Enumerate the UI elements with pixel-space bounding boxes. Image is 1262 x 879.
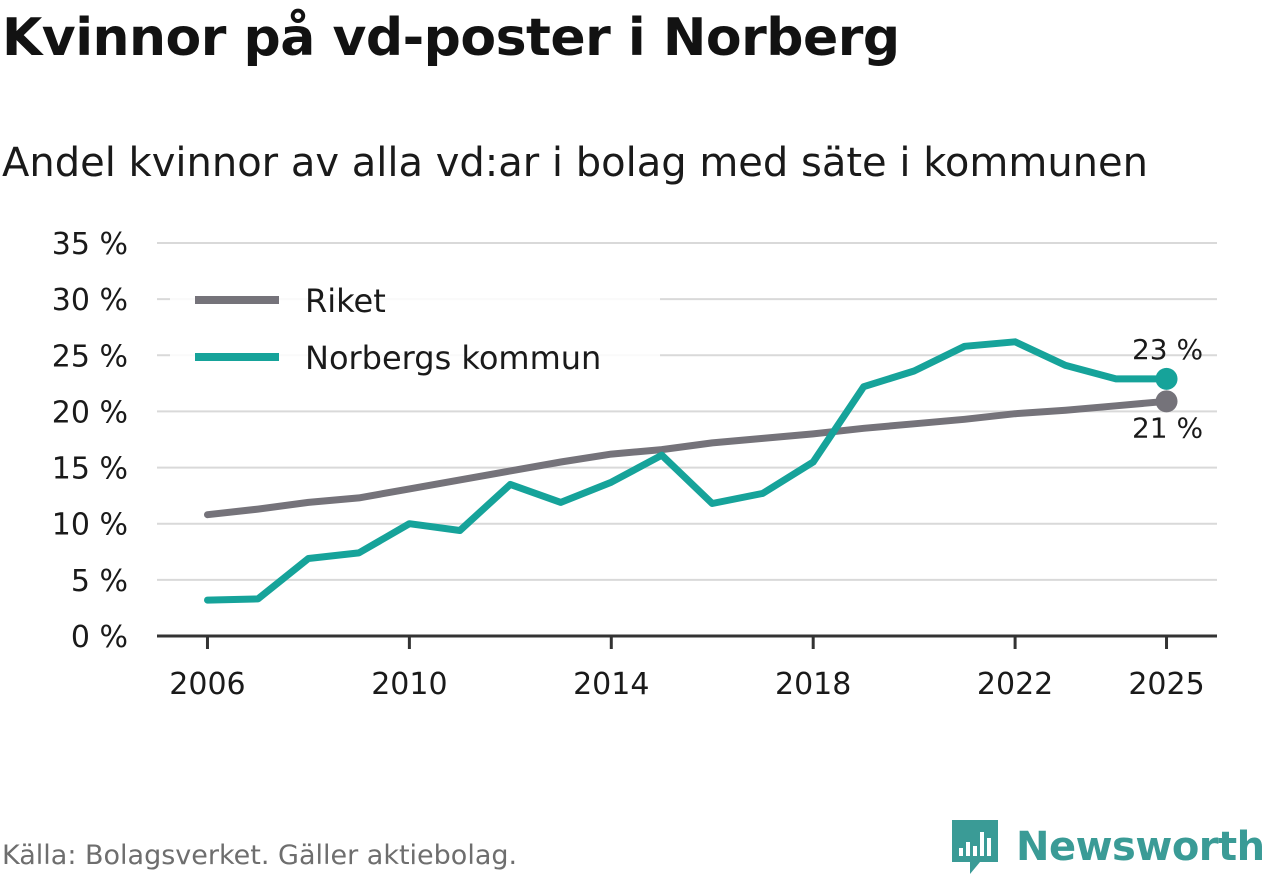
series-end-label: 21 % <box>1132 411 1203 444</box>
x-axis-tick-labels: 2006 2010 2014 2018 2022 2025 <box>169 667 1204 702</box>
line-chart: 0 %5 %10 %15 %20 %25 %30 %35 % 2006 2010 2… <box>52 227 1217 702</box>
series-end-point <box>1155 390 1178 413</box>
y-axis-tick-labels: 0 % 5 % 10 % 15 % 20 % 25 % 30 % 35 % <box>52 227 128 655</box>
source-note: Källa: Bolagsverket. Gäller aktiebolag. <box>2 840 518 871</box>
x-tick-label: 2022 <box>977 667 1053 702</box>
legend-label: Riket <box>305 282 386 320</box>
legend-label: Norbergs kommun <box>305 339 601 377</box>
legend: Riket Norbergs kommun <box>170 272 660 390</box>
x-tick-label: 2018 <box>775 667 851 702</box>
series-end-point <box>1155 367 1178 390</box>
bar-chart-icon <box>952 820 998 874</box>
brand-logo: Newsworthy <box>950 818 1262 876</box>
end-labels: 21 % 23 % <box>1132 333 1203 444</box>
x-tick-label: 2025 <box>1128 667 1204 702</box>
x-axis <box>157 634 1217 649</box>
series-end-label: 23 % <box>1132 333 1203 366</box>
series-line <box>204 338 1170 604</box>
y-tick-label: 20 % <box>52 395 128 430</box>
x-tick-label: 2014 <box>573 667 649 702</box>
y-tick-label: 35 % <box>52 227 128 262</box>
series-line <box>204 397 1170 519</box>
y-tick-label: 30 % <box>52 283 128 318</box>
brand-name: Newsworthy <box>1016 824 1262 870</box>
legend-background <box>170 272 660 390</box>
y-tick-label: 10 % <box>52 508 128 543</box>
y-tick-label: 25 % <box>52 339 128 374</box>
chart-title: Kvinnor på vd-poster i Norberg <box>2 8 900 68</box>
y-tick-label: 15 % <box>52 452 128 487</box>
chart-subtitle: Andel kvinnor av alla vd:ar i bolag med … <box>2 140 1148 186</box>
x-tick-label: 2010 <box>371 667 447 702</box>
y-tick-label: 5 % <box>71 564 128 599</box>
x-tick-label: 2006 <box>169 667 245 702</box>
y-tick-label: 0 % <box>71 620 128 655</box>
series <box>204 338 1178 604</box>
